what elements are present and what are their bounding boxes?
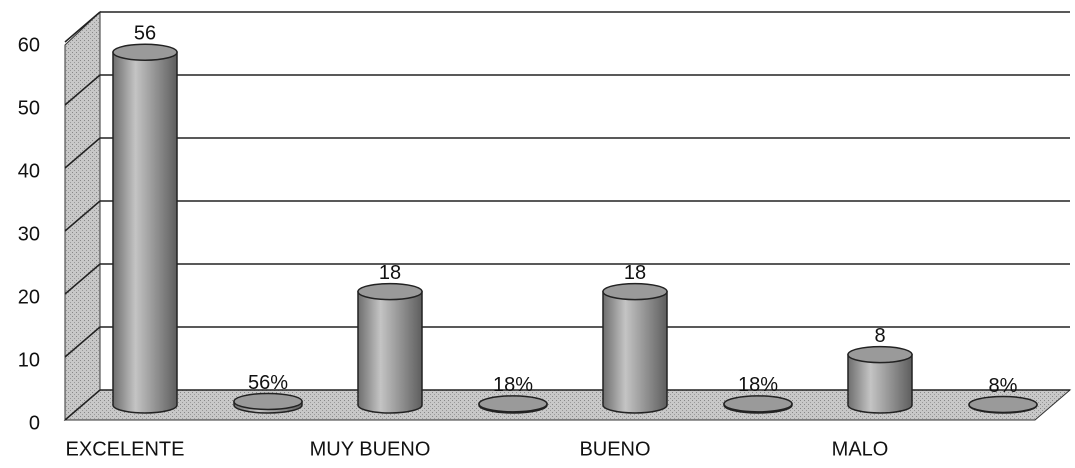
grid-line (64, 200, 101, 232)
y-tick-label: 50 (18, 97, 40, 119)
data-label: 56% (248, 372, 288, 394)
data-label: 18% (493, 374, 533, 396)
grid-line (64, 326, 101, 358)
y-tick-label: 40 (18, 160, 40, 182)
grid-line (64, 389, 101, 421)
bar-top (233, 392, 303, 411)
x-tick-label: EXCELENTE (66, 438, 185, 460)
bar-top (847, 345, 913, 364)
bar (357, 290, 423, 414)
x-tick-label: BUENO (579, 438, 650, 460)
grid-line (64, 263, 101, 295)
grid-line (64, 137, 101, 169)
y-tick-label: 0 (29, 412, 40, 434)
x-tick-label: MALO (832, 438, 889, 460)
data-label: 18 (379, 262, 401, 284)
bar-top (968, 395, 1038, 414)
bar (602, 290, 668, 414)
bar-top (478, 395, 548, 413)
data-label: 56 (134, 22, 156, 44)
grid-line (64, 11, 101, 43)
bar-top (602, 282, 668, 301)
bar-top (112, 43, 178, 61)
floor (63, 389, 1072, 421)
bar-top (723, 395, 793, 413)
bar (112, 51, 178, 414)
x-tick-label: MUY BUENO (310, 438, 431, 460)
bar (847, 353, 913, 414)
y-tick-label: 10 (18, 349, 40, 371)
y-tick-label: 30 (18, 223, 40, 245)
data-label: 18% (738, 374, 778, 396)
data-label: 8 (874, 325, 885, 347)
data-label: 8% (989, 375, 1018, 397)
grid-line (64, 74, 101, 106)
data-label: 18 (624, 262, 646, 284)
y-tick-label: 20 (18, 286, 40, 308)
bar-top (357, 282, 423, 301)
y-tick-label: 60 (18, 34, 40, 56)
